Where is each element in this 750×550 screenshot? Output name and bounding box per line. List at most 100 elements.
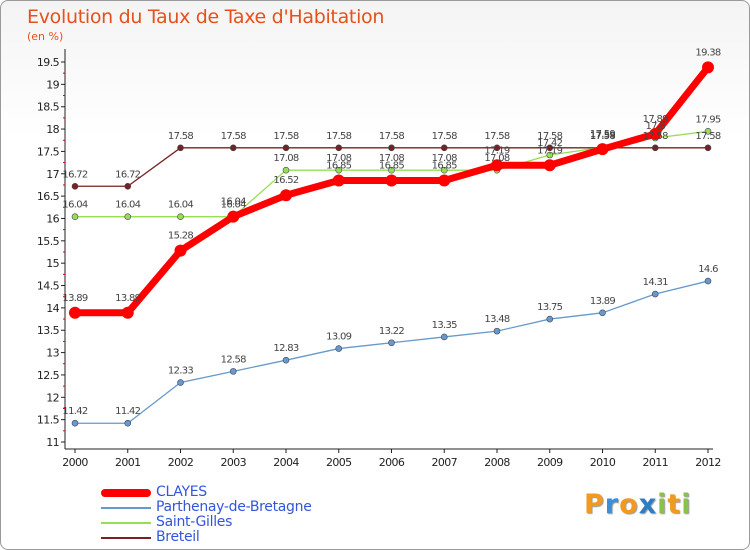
data-label: 17.58	[168, 131, 193, 142]
data-point	[227, 210, 240, 223]
y-tick-label: 19	[46, 78, 59, 91]
legend-swatch	[101, 489, 151, 497]
data-label: 13.35	[432, 320, 457, 331]
data-point	[651, 144, 659, 152]
y-tick-label: 13.5	[37, 324, 60, 337]
data-point	[388, 144, 395, 152]
data-point	[121, 306, 134, 319]
data-point	[71, 419, 79, 427]
series-line-clayes	[71, 63, 712, 317]
data-point	[69, 306, 81, 319]
x-tick-label: 2008	[484, 456, 510, 469]
data-point	[280, 189, 292, 202]
data-label: 16.85	[432, 160, 457, 171]
data-label: 13.89	[62, 293, 87, 304]
data-label: 11.42	[62, 406, 87, 417]
y-tick-label: 13	[46, 347, 59, 360]
y-tick-label: 11	[46, 436, 59, 449]
data-point	[335, 166, 343, 174]
y-tick-label: 16	[46, 212, 59, 225]
legend-label: Breteil	[156, 529, 200, 545]
x-tick-label: 2010	[590, 456, 616, 469]
logo-letter: x	[638, 489, 658, 520]
data-label: 17.95	[695, 114, 720, 125]
data-point	[124, 213, 132, 220]
legend-label: CLAYES	[156, 484, 207, 500]
data-label: 14.31	[643, 277, 668, 288]
data-label: 17.08	[273, 153, 298, 164]
data-label: 17.58	[590, 131, 615, 142]
data-point	[177, 144, 184, 152]
data-point	[388, 166, 395, 174]
data-point	[229, 368, 237, 375]
y-tick-label: 16.5	[37, 190, 60, 203]
data-point	[440, 166, 448, 174]
data-label: 16.04	[221, 200, 246, 211]
data-label: 17.08	[379, 153, 404, 164]
data-point	[651, 290, 659, 298]
data-point	[385, 174, 398, 187]
data-label: 17.89	[643, 114, 668, 125]
x-tick-label: 2004	[273, 456, 299, 469]
proxiti-logo: Proxiti	[584, 489, 692, 520]
data-label: 16.04	[168, 200, 193, 211]
logo-letter: r	[604, 489, 620, 520]
data-point	[71, 182, 79, 190]
data-label: 12.58	[221, 354, 246, 365]
data-label: 16.85	[379, 160, 404, 171]
data-label: 13.22	[379, 326, 404, 337]
data-label: 16.04	[115, 200, 140, 211]
plot-area: 13.89 13.89 15.28 16.04 16.52 16.85 16.85 16.85…	[62, 47, 722, 427]
axes: 11 11.5 12 12.5 13 13.5 14 14.5 15 15.5 16 16.5 17 17…	[37, 49, 721, 469]
data-point	[282, 356, 290, 364]
x-tick-label: 2002	[168, 456, 194, 469]
data-label: 13.89	[590, 296, 615, 307]
data-label: 17.59	[590, 130, 615, 141]
y-tick-label: 12.5	[37, 369, 60, 382]
data-label: 17.08	[326, 153, 351, 164]
y-tick-label: 14.5	[37, 280, 60, 293]
data-point	[282, 144, 290, 152]
data-label: 17.58	[221, 131, 246, 142]
data-point	[546, 144, 554, 152]
data-label: 17.58	[695, 131, 720, 142]
y-tick-label: 11.5	[37, 414, 60, 427]
data-label: 13.09	[326, 332, 351, 343]
data-label: 17.58	[537, 131, 562, 142]
data-label: 12.83	[273, 343, 298, 354]
data-label: 17.19	[484, 145, 509, 156]
x-tick-label: 2012	[695, 456, 721, 469]
data-point	[704, 277, 712, 285]
data-point	[599, 309, 606, 317]
y-tick-label: 15	[46, 257, 59, 270]
data-point	[546, 151, 554, 159]
x-tick-label: 2007	[431, 456, 457, 469]
data-point	[229, 144, 237, 152]
data-label: 17.58	[379, 131, 404, 142]
data-label: 17.8	[646, 121, 666, 132]
y-tick-label: 17	[46, 168, 59, 181]
logo-letter: i	[657, 489, 668, 520]
data-label: 17.08	[484, 153, 509, 164]
data-label: 16.04	[62, 200, 87, 211]
data-point	[174, 244, 187, 257]
data-label: 17.58	[484, 131, 509, 142]
data-label: 16.72	[115, 169, 140, 180]
data-point	[282, 166, 290, 174]
data-label: 16.04	[221, 197, 246, 208]
logo-letter: i	[681, 489, 692, 520]
data-point	[704, 127, 712, 135]
data-label: 16.52	[273, 175, 298, 186]
y-tick-label: 17.5	[37, 145, 60, 158]
data-label: 17.42	[537, 138, 562, 149]
data-point	[596, 143, 609, 156]
y-tick-label: 14	[46, 302, 59, 315]
data-label: 12.33	[168, 366, 193, 377]
data-point	[702, 61, 714, 74]
data-point	[71, 213, 79, 220]
legend-label: Saint-Gilles	[156, 514, 233, 530]
data-label: 11.42	[115, 406, 140, 417]
y-tick-label: 18	[46, 123, 59, 136]
data-label: 17.08	[432, 153, 457, 164]
